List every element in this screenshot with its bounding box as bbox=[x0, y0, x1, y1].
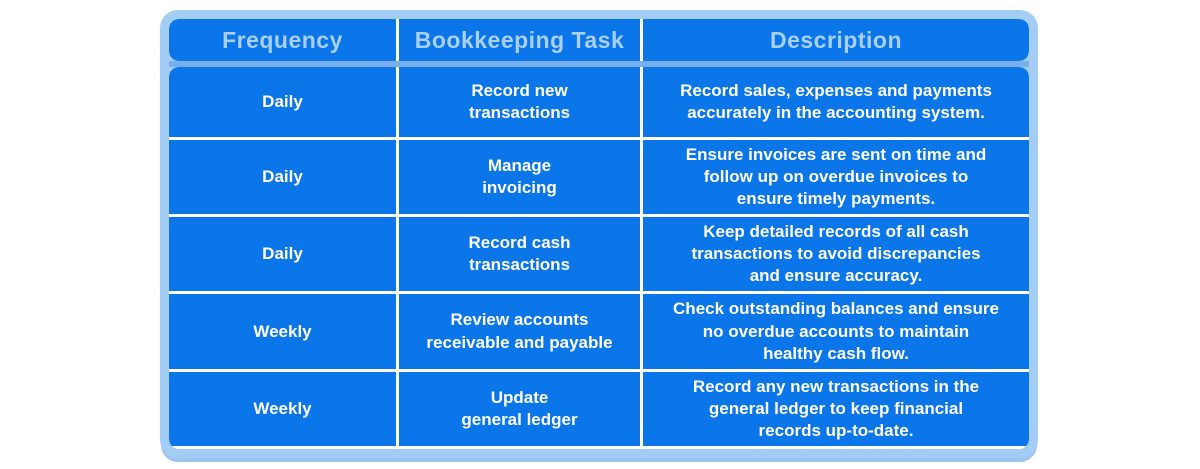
cell-description: Record any new transactions in the gener… bbox=[643, 371, 1029, 446]
table-inner: Frequency Bookkeeping Task Description D… bbox=[169, 19, 1029, 449]
cell-description: Ensure invoices are sent on time and fol… bbox=[643, 139, 1029, 215]
cell-frequency: Daily bbox=[169, 217, 396, 292]
cell-task: Record new transactions bbox=[399, 67, 640, 137]
table-row-manage-invoicing: Daily Manage invoicing Ensure invoices a… bbox=[169, 139, 1029, 215]
table-row-review-accounts: Weekly Review accounts receivable and pa… bbox=[169, 294, 1029, 369]
table-header-row: Frequency Bookkeeping Task Description bbox=[169, 19, 1029, 61]
cell-frequency: Weekly bbox=[169, 294, 396, 369]
cell-task: Manage invoicing bbox=[399, 139, 640, 215]
cell-description: Check outstanding balances and ensure no… bbox=[643, 294, 1029, 369]
cell-frequency: Daily bbox=[169, 67, 396, 137]
table-row-record-new-transactions: Daily Record new transactions Record sal… bbox=[169, 67, 1029, 137]
header-description: Description bbox=[643, 19, 1029, 61]
bookkeeping-schedule-table: Frequency Bookkeeping Task Description D… bbox=[160, 10, 1038, 458]
cell-frequency: Weekly bbox=[169, 371, 396, 446]
table-row-record-cash-transactions: Daily Record cash transactions Keep deta… bbox=[169, 217, 1029, 292]
cell-description: Keep detailed records of all cash transa… bbox=[643, 217, 1029, 292]
table-row-update-general-ledger: Weekly Update general ledger Record any … bbox=[169, 371, 1029, 446]
header-bookkeeping-task: Bookkeeping Task bbox=[399, 19, 640, 61]
header-body-divider bbox=[169, 61, 1029, 67]
cell-task: Record cash transactions bbox=[399, 217, 640, 292]
cell-description: Record sales, expenses and payments accu… bbox=[643, 67, 1029, 137]
header-frequency: Frequency bbox=[169, 19, 396, 61]
cell-task: Update general ledger bbox=[399, 371, 640, 446]
cell-frequency: Daily bbox=[169, 139, 396, 215]
cell-task: Review accounts receivable and payable bbox=[399, 294, 640, 369]
table-body: Daily Record new transactions Record sal… bbox=[169, 67, 1029, 449]
